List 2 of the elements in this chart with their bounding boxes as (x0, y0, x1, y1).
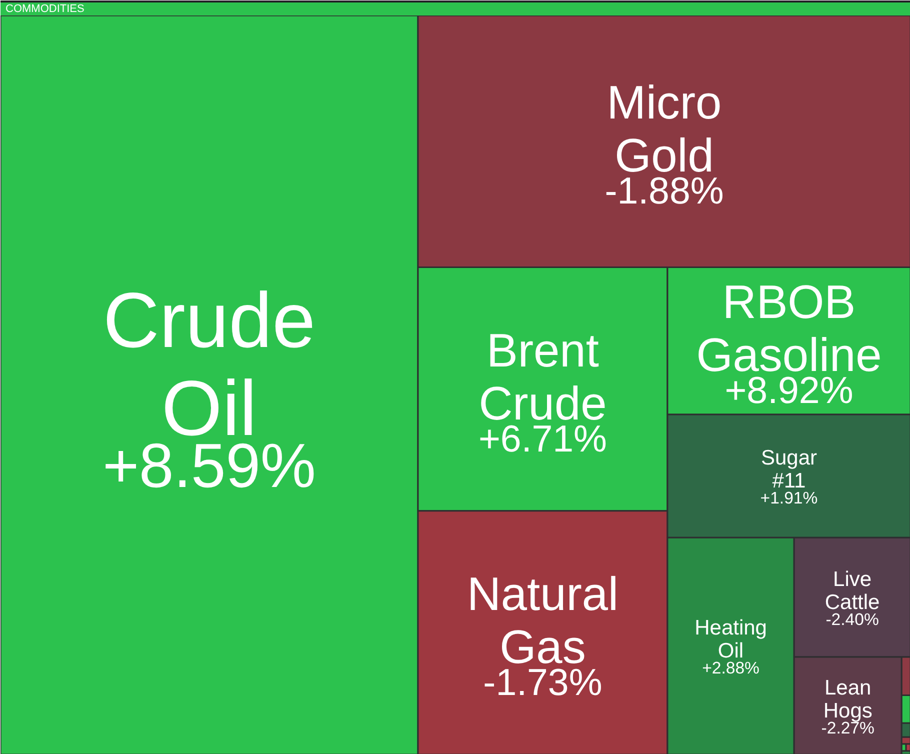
text: COMMODITIES (6, 3, 84, 15)
category-label: Lean Hogs (823, 676, 872, 722)
